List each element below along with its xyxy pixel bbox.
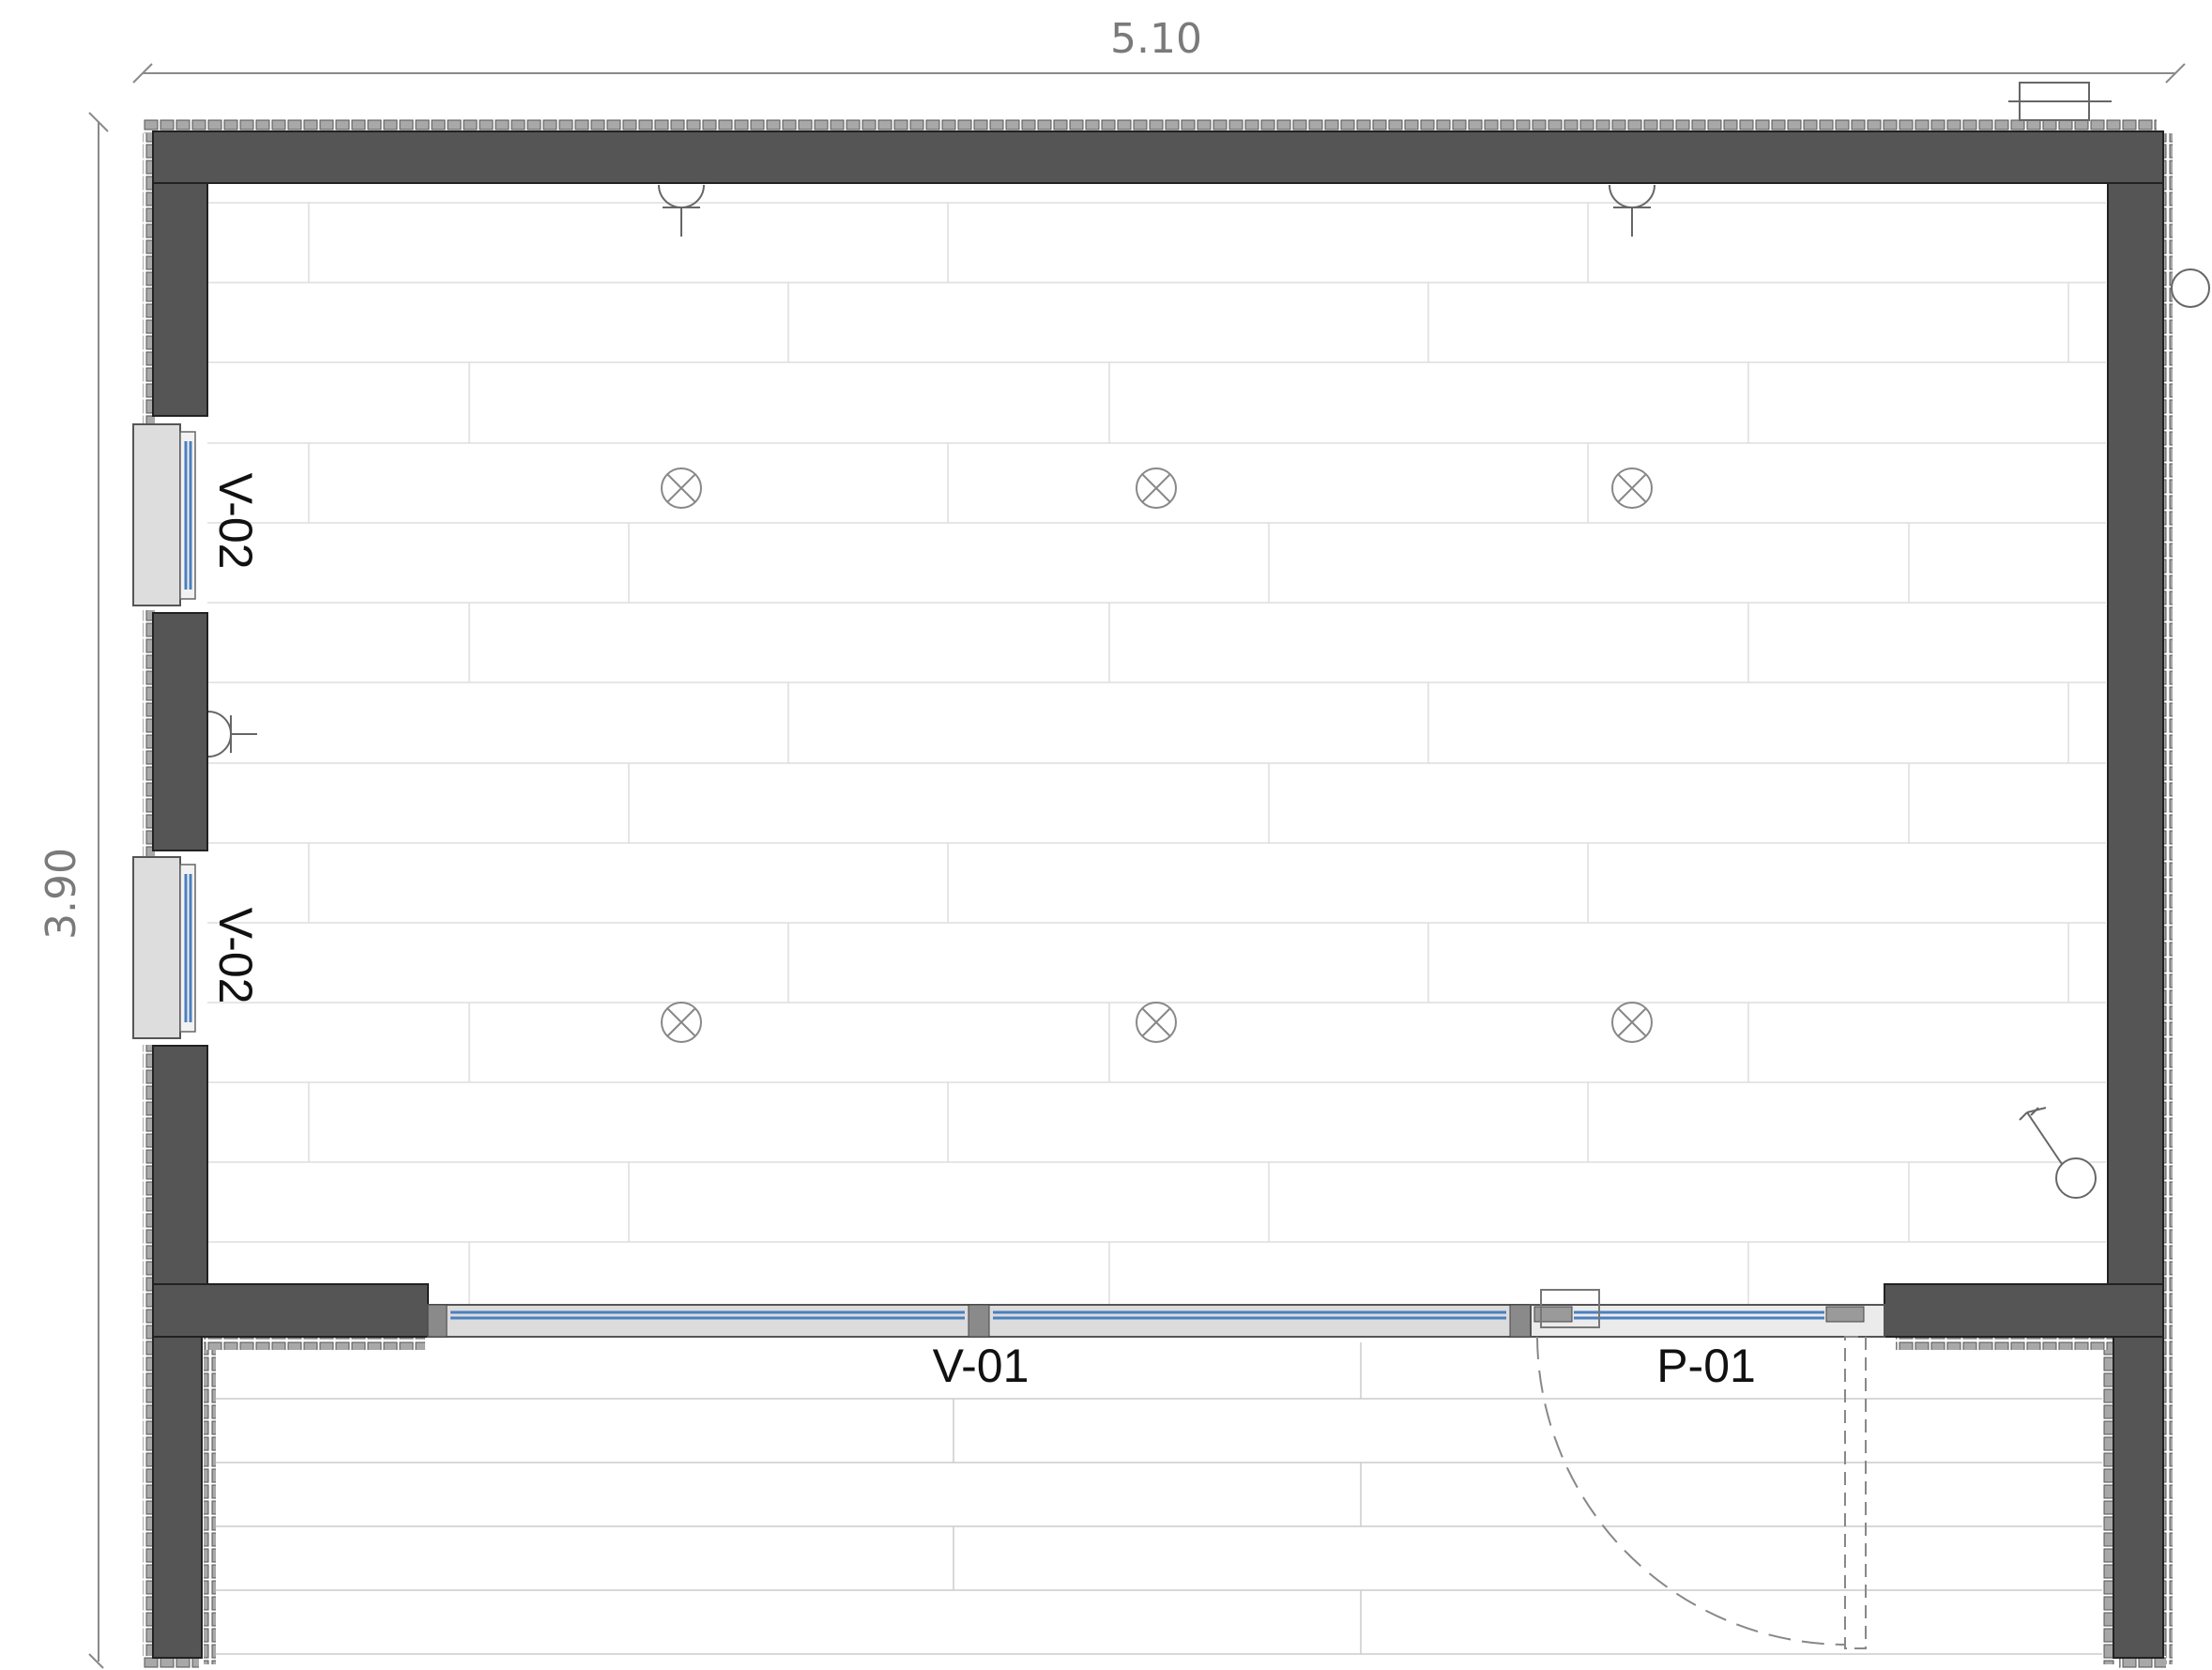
window-v02-upper bbox=[132, 423, 196, 606]
light-switch-icon bbox=[2019, 1107, 2097, 1199]
light-fixture-icon bbox=[661, 467, 702, 509]
window-v02-upper-label: V-02 bbox=[209, 473, 262, 570]
window-v02-lower-label: V-02 bbox=[209, 908, 262, 1004]
door-p01 bbox=[1530, 1289, 1885, 1649]
light-fixture-icon bbox=[1136, 1002, 1177, 1043]
light-fixture-icon bbox=[1611, 467, 1653, 509]
wall-socket-icon bbox=[658, 184, 705, 237]
wall-sockets bbox=[207, 184, 1655, 758]
dimension-width-label: 5.10 bbox=[1110, 15, 1202, 63]
interior-floor bbox=[207, 202, 2106, 1305]
exterior-cladding bbox=[143, 119, 2173, 1668]
window-v01 bbox=[427, 1304, 1532, 1338]
light-fixture-icon bbox=[661, 1002, 702, 1043]
wall-socket-icon bbox=[1609, 184, 1655, 237]
light-fixture-icon bbox=[1136, 467, 1177, 509]
exterior-fixture bbox=[2008, 82, 2210, 308]
dimension-width bbox=[132, 63, 2186, 84]
dimension-depth-label: 3.90 bbox=[38, 848, 85, 940]
wall-socket-icon bbox=[207, 711, 257, 758]
door-p01-label: P-01 bbox=[1656, 1340, 1756, 1392]
window-v01-label: V-01 bbox=[933, 1340, 1030, 1392]
ceiling-lights bbox=[661, 467, 1653, 1043]
window-v02-lower bbox=[132, 856, 196, 1039]
porch-deck bbox=[216, 1342, 2102, 1655]
walls bbox=[152, 130, 2164, 1659]
dimension-depth bbox=[88, 112, 109, 1669]
light-fixture-icon bbox=[1611, 1002, 1653, 1043]
